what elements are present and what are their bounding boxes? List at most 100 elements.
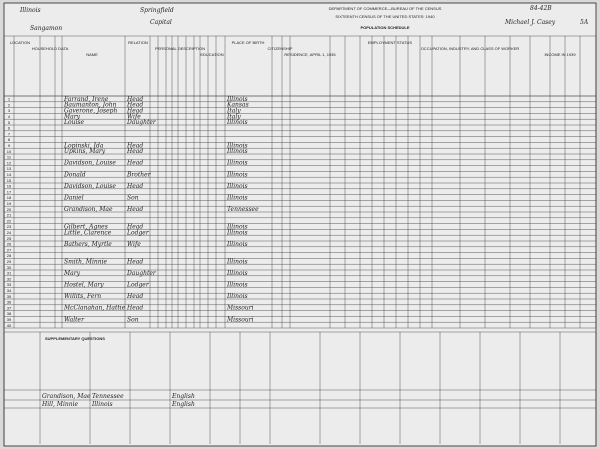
line-number: 27	[7, 247, 12, 252]
county: Sangamon	[30, 25, 62, 32]
column-heading: OCCUPATION, INDUSTRY, AND CLASS OF WORKE…	[421, 46, 520, 51]
column-heading: HOUSEHOLD DATA	[32, 46, 69, 51]
line-number: 40	[7, 323, 12, 328]
line-number: 38	[7, 311, 12, 316]
relation: Head	[126, 258, 143, 265]
relation: Head	[126, 305, 143, 312]
line-number: 15	[7, 178, 12, 183]
person-name: Mary	[63, 113, 81, 120]
relation: Son	[127, 195, 139, 202]
line-number: 24	[7, 230, 12, 235]
person-name: Upkins, Mary	[64, 148, 106, 155]
person-name: Hostel, Mary	[63, 282, 104, 289]
line-number: 25	[7, 236, 12, 241]
column-heading: NAME	[86, 52, 98, 57]
column-heading: INCOME IN 1939	[544, 52, 576, 57]
birthplace: Missouri	[226, 316, 254, 323]
relation: Wife	[127, 241, 141, 248]
schedule: POPULATION SCHEDULE	[360, 25, 409, 30]
department: DEPARTMENT OF COMMERCE—BUREAU OF THE CEN…	[329, 6, 442, 11]
person-name: McClanahan, Hattie	[63, 305, 126, 312]
birthplace: Illinois	[226, 195, 248, 202]
relation: Head	[126, 160, 143, 167]
sheet: 5A	[580, 19, 589, 26]
relation: Head	[126, 183, 143, 190]
relation: Lodger	[126, 229, 150, 236]
line-number: 18	[7, 195, 12, 200]
column-heading: PERSONAL DESCRIPTION	[155, 46, 205, 51]
line-number: 30	[7, 265, 12, 270]
grid	[3, 35, 597, 444]
person-name: Donald	[63, 171, 86, 178]
relation: Head	[126, 102, 143, 109]
birthplace: Illinois	[226, 96, 248, 103]
supplementary-title: SUPPLEMENTARY QUESTIONS	[45, 336, 105, 341]
person-name: Daniel	[63, 195, 84, 202]
line-number: 37	[7, 305, 12, 310]
line-number: 34	[7, 288, 12, 293]
line-number: 4	[8, 114, 11, 119]
birthplace: Italy	[226, 113, 241, 120]
column-heading: RESIDENCE, APRIL 1, 1935	[284, 52, 336, 57]
relation: Wife	[127, 113, 141, 120]
person-name: Little, Clarence	[63, 229, 112, 236]
birthplace: Illinois	[226, 119, 248, 126]
line-number: 28	[7, 253, 12, 258]
birthplace: Illinois	[226, 241, 248, 248]
supp-birthplace: Illinois	[91, 401, 113, 408]
person-name: Walter	[64, 316, 85, 323]
person-name: Gilbert, Agnes	[64, 224, 108, 231]
birthplace: Illinois	[226, 148, 248, 155]
line-number: 39	[7, 317, 12, 322]
birthplace: Illinois	[226, 160, 248, 167]
supp-language: English	[171, 393, 195, 400]
relation: Daughter	[126, 119, 157, 126]
line-number: 3	[8, 108, 11, 113]
birthplace: Illinois	[226, 224, 248, 231]
town: Springfield	[140, 7, 174, 14]
supp-name: Grandison, Mae	[42, 393, 91, 400]
line-number: 8	[8, 137, 11, 142]
column-heading: EDUCATION	[200, 52, 223, 57]
relation: Son	[127, 316, 139, 323]
relation: Head	[126, 142, 143, 149]
birthplace: Illinois	[226, 183, 248, 190]
paper	[3, 2, 597, 447]
person-name: Farrand, Irene	[63, 96, 109, 103]
line-number: 14	[7, 172, 12, 177]
birthplace: Illinois	[226, 270, 248, 277]
person-name: Willits, Fern	[64, 293, 101, 300]
line-number: 36	[7, 300, 12, 305]
column-heading: PLACE OF BIRTH	[232, 40, 265, 45]
person-name: Baumanton, John	[63, 102, 117, 109]
line-number: 13	[7, 166, 12, 171]
birthplace: Illinois	[226, 171, 248, 178]
supp-birthplace: Tennessee	[92, 393, 124, 400]
birthplace: Illinois	[226, 229, 248, 236]
relation: Head	[126, 293, 143, 300]
line-number: 33	[7, 282, 12, 287]
supp-name: Hill, Minnie	[41, 401, 79, 408]
birthplace: Kansas	[226, 102, 249, 109]
column-heading: RELATION	[128, 40, 148, 45]
relation: Head	[126, 224, 143, 231]
line-number: 22	[7, 218, 12, 223]
birthplace: Illinois	[226, 293, 248, 300]
state: Illinois	[19, 7, 41, 14]
relation: Head	[126, 148, 143, 155]
line-number: 29	[7, 259, 12, 264]
person-name: Davidson, Louise	[63, 183, 116, 190]
line-number: 19	[7, 201, 12, 206]
column-heading: CITIZENSHIP	[268, 46, 293, 51]
line-number: 9	[8, 143, 11, 148]
person-name: Smith, Minnie	[64, 258, 108, 265]
line-number: 11	[7, 155, 12, 160]
column-heading: LOCATION	[10, 40, 30, 45]
line-number: 35	[7, 294, 12, 299]
birthplace: Missouri	[226, 305, 254, 312]
line-number: 2	[8, 102, 11, 107]
line-number: 7	[8, 131, 11, 136]
line-number: 32	[7, 276, 12, 281]
